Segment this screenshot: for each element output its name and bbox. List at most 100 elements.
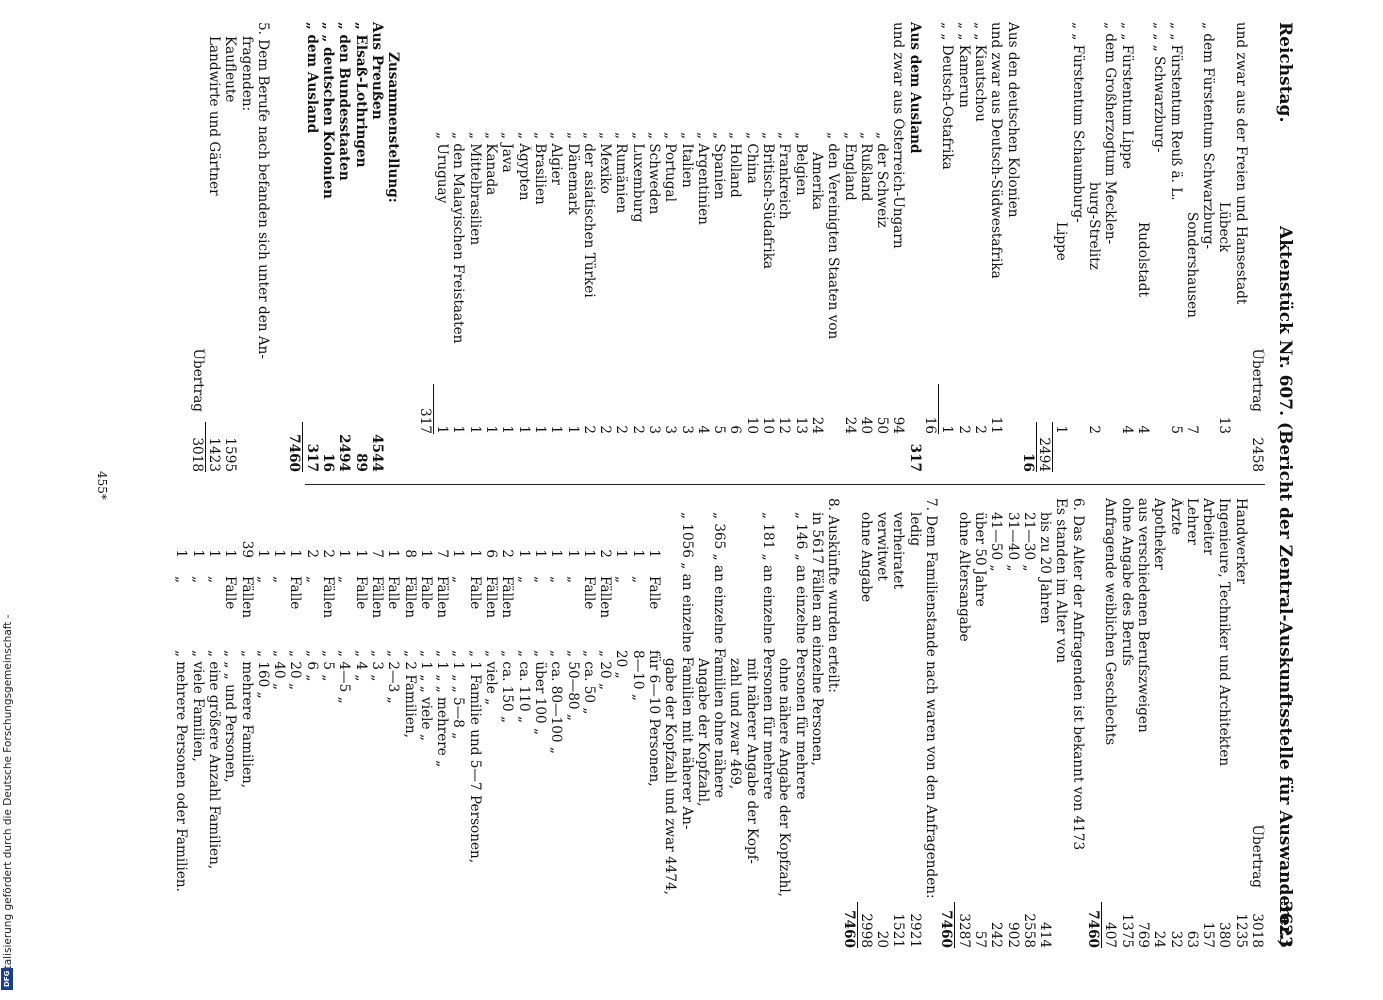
ledger-row: Übertrag 3018: [188, 22, 206, 472]
row-value: 2: [1086, 425, 1103, 434]
row-value: 40: [857, 416, 874, 434]
ledger-row: 7460: [1084, 498, 1103, 948]
case-row: 1 „ 20 „: [613, 498, 629, 948]
row-label: Übertrag: [1249, 348, 1265, 412]
row-value: 902: [1004, 922, 1021, 948]
row-label: „ „ Deutsch-Ostafrika: [939, 22, 956, 170]
row-label: „ Mexiko: [597, 132, 614, 194]
row-label: Rudolstadt: [1134, 222, 1151, 297]
ledger-row: „ den Vereinigten Staaten von: [825, 22, 841, 472]
case-row: 8 Fällen „ 2 Familien,: [401, 498, 418, 948]
row-total: 16: [320, 453, 337, 472]
ledger-row: und zwar aus der Freien und Hansestadt: [1232, 22, 1249, 472]
ledger-row: 7. Dem Familienstande nach waren von den…: [923, 498, 939, 948]
case-count: 1: [466, 549, 483, 558]
case-count: 1: [548, 549, 565, 558]
row-label: Aus dem Ausland: [906, 22, 923, 154]
row-label: Aus Preußen: [368, 22, 385, 120]
ledger-row: „ Rußland 40: [858, 22, 874, 472]
row-label: „ „ „ Schwarzburg-: [1151, 22, 1168, 153]
row-value: 10: [760, 416, 777, 434]
row-label: „ Spanien: [711, 132, 728, 200]
row-label: „ England: [841, 132, 858, 201]
ledger-row: „ „ „ Schwarzburg-: [1151, 22, 1167, 472]
row-label: „ den Vereinigten Staaten von: [825, 132, 842, 340]
row-label: „ Ägypten: [515, 132, 532, 201]
ledger-row: verwitwet 20: [874, 498, 890, 948]
row-label: Es standen im Alter von: [1053, 498, 1070, 664]
ledger-row: „ Holland 6: [727, 22, 744, 472]
case-row: 1 „ „ 1 „ „ 5—8 „: [450, 498, 466, 948]
case-unit: „: [254, 576, 271, 584]
ledger-row: „ China 10: [744, 22, 760, 472]
ledger-row: Angabe der Kopfzahl,: [695, 498, 711, 948]
row-label: „ Rumänien: [613, 132, 630, 214]
ledger-row: [401, 22, 417, 472]
row-label: und zwar aus der Freien und Hansestadt: [1232, 22, 1249, 305]
row-label: Sondershausen: [1183, 212, 1200, 318]
case-unit: Falle: [646, 576, 663, 610]
ledger-row: „ der asiatischen Türkei 2: [581, 22, 597, 472]
row-label: verwitwet: [874, 512, 891, 581]
ledger-row: 21—30 „ 2558: [1021, 498, 1037, 948]
row-label: fragenden:: [238, 36, 255, 112]
row-label: „ Algier: [548, 132, 565, 186]
row-label: Ärzte: [1167, 498, 1184, 535]
case-text: „ mehrere Personen oder Familien.: [173, 650, 190, 892]
dfg-logo: DFG: [1, 968, 13, 990]
row-label: Angabe der Kopfzahl,: [694, 658, 711, 807]
ledger-row: ohne nähere Angabe der Kopfzahl,: [776, 498, 792, 948]
case-text: „ eine größere Anzahl Familien,: [206, 650, 222, 870]
row-label: Apotheker: [1151, 498, 1168, 570]
case-text: „ 2—3 „: [385, 650, 402, 704]
row-value: 2: [955, 425, 972, 434]
case-count: 1: [352, 549, 369, 558]
case-row: 1 Falle „ „ „ und Personen,: [222, 498, 238, 948]
case-row: 1 „ „ 50—80 „: [564, 498, 581, 948]
row-value: 24: [808, 416, 825, 434]
ledger-row: „ Java 1: [499, 22, 515, 472]
case-text: „ 1 Familie und 5—7 Personen,: [466, 650, 483, 864]
case-text: „ ca. 50 „: [580, 650, 597, 715]
row-value: 11: [988, 416, 1005, 434]
case-text: „ „ „ und Personen,: [222, 650, 239, 783]
ledger-row: und zwar aus Deutsch-Südwestafrika 11: [988, 22, 1004, 472]
case-row: 1 „ „ ca. 80—100 „: [548, 498, 564, 948]
row-label: ledig: [906, 512, 923, 547]
ledger-row: aus verschiedenen Berufszweigen 769: [1135, 498, 1151, 948]
row-label: über 50 Jahre: [971, 512, 988, 607]
case-count: 1: [173, 549, 190, 558]
row-label: „ dem Großherzogtum Mecklen-: [1102, 22, 1119, 245]
ledger-row: Übertrag 2458: [1249, 22, 1265, 472]
row-label: „ Kanada: [483, 132, 500, 196]
row-value: 1: [450, 425, 467, 434]
ledger-row: Anfragende weiblichen Geschlechts 407: [1102, 498, 1118, 948]
ledger-row: „ „ Fürstentum Schaumburg-: [1069, 22, 1086, 472]
case-unit: Fällen: [434, 576, 451, 619]
row-value: 4: [1134, 425, 1151, 434]
ledger-row: „ dem Ausland 317: [303, 22, 320, 472]
ledger-row: „ dem Großherzogtum Mecklen-: [1102, 22, 1118, 472]
row-value: 1: [548, 425, 565, 434]
row-label: in 5617 Fällen an einzelne Personen,: [808, 512, 825, 766]
ledger-row: „ der Schweiz 50: [874, 22, 890, 472]
row-value: 4: [694, 425, 711, 434]
case-unit: „: [629, 576, 646, 584]
case-count: 1: [254, 549, 271, 558]
row-label: Ingenieure, Techniker und Architekten: [1216, 498, 1233, 767]
row-label: Lippe: [1053, 222, 1070, 261]
ledger-row: „ Britisch-Südafrika 10: [760, 22, 776, 472]
row-value: 2921: [906, 913, 923, 948]
ledger-row: „ „ Kamerun 2: [955, 22, 972, 472]
ledger-row: „ „ Kiautschou 2: [972, 22, 988, 472]
row-value: 94: [890, 416, 907, 434]
row-value: 317: [416, 384, 434, 434]
case-count: 1: [385, 549, 402, 558]
ledger-row: „ Algier 1: [548, 22, 564, 472]
row-value: 3: [662, 425, 679, 434]
case-row: 2 Fällen „ 5 „: [320, 498, 336, 948]
case-text: „ viele Familien,: [189, 650, 206, 762]
case-row: 1 „ „ mehrere Personen oder Familien.: [173, 498, 189, 948]
case-row: 39 Fällen „ mehrere Familien,: [238, 498, 255, 948]
